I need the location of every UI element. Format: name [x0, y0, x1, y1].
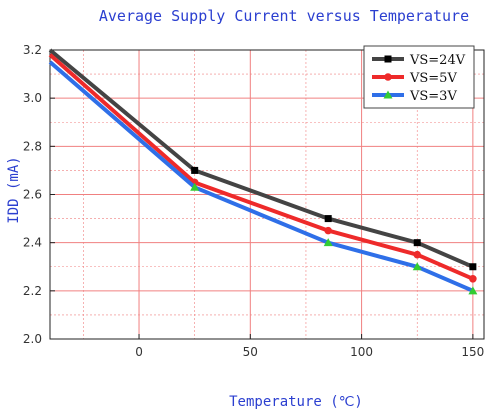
axis-ticks: 2.0 2.2 2.4 2.6 2.8 3.0 3.2 0 50 100 150: [23, 43, 484, 359]
x-tick-label: 150: [461, 345, 484, 359]
data-point-triangle: [412, 262, 422, 271]
data-point-square: [469, 263, 477, 271]
y-axis-title: IDD (mA): [6, 156, 22, 223]
x-tick-label: 100: [350, 345, 373, 359]
data-point-square: [324, 215, 332, 223]
legend-marker: [383, 90, 393, 99]
data-point-square: [413, 239, 421, 247]
legend-marker: [384, 73, 392, 81]
legend-label: VS=5V: [409, 71, 457, 86]
y-tick-label: 2.2: [23, 284, 42, 298]
legend: VS=24V VS=5V VS=3V: [363, 45, 475, 109]
data-point-triangle: [468, 286, 478, 295]
data-point-triangle: [190, 182, 200, 191]
y-tick-label: 2.4: [23, 236, 42, 250]
data-point-circle: [469, 274, 477, 283]
data-point-circle: [324, 226, 333, 235]
chart-title: Average Supply Current versus Temperatur…: [99, 7, 469, 25]
series-layer: [48, 48, 478, 295]
data-point-square: [191, 166, 199, 174]
y-tick-label: 2.0: [23, 332, 42, 346]
data-point-triangle: [323, 238, 333, 247]
y-tick-label: 2.8: [23, 139, 42, 153]
data-point-circle: [413, 250, 422, 259]
x-tick-label: 0: [135, 345, 143, 359]
legend-label: VS=3V: [409, 89, 457, 104]
y-tick-label: 2.6: [23, 188, 42, 202]
x-tick-label: 50: [243, 345, 258, 359]
legend-marker: [384, 55, 392, 63]
y-tick-label: 3.0: [23, 91, 42, 105]
x-axis-title: Temperature (℃): [229, 394, 363, 410]
legend-label: VS=24V: [409, 53, 466, 68]
y-tick-label: 3.2: [23, 43, 42, 57]
